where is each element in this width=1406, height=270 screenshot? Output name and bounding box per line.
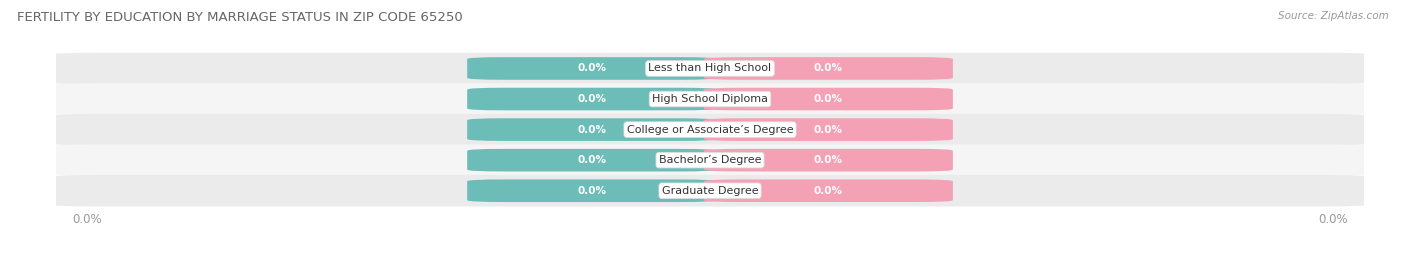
Text: 0.0%: 0.0%: [814, 124, 842, 135]
FancyBboxPatch shape: [46, 175, 1374, 207]
FancyBboxPatch shape: [46, 144, 1374, 176]
Legend: Married, Unmarried: Married, Unmarried: [627, 266, 793, 270]
Text: 0.0%: 0.0%: [578, 155, 606, 165]
Text: 0.0%: 0.0%: [578, 124, 606, 135]
FancyBboxPatch shape: [704, 149, 953, 171]
FancyBboxPatch shape: [704, 180, 953, 202]
FancyBboxPatch shape: [46, 83, 1374, 115]
FancyBboxPatch shape: [46, 53, 1374, 84]
Text: Source: ZipAtlas.com: Source: ZipAtlas.com: [1278, 11, 1389, 21]
Text: High School Diploma: High School Diploma: [652, 94, 768, 104]
Text: Less than High School: Less than High School: [648, 63, 772, 73]
Text: College or Associate’s Degree: College or Associate’s Degree: [627, 124, 793, 135]
Text: FERTILITY BY EDUCATION BY MARRIAGE STATUS IN ZIP CODE 65250: FERTILITY BY EDUCATION BY MARRIAGE STATU…: [17, 11, 463, 24]
FancyBboxPatch shape: [46, 114, 1374, 145]
FancyBboxPatch shape: [467, 180, 716, 202]
Text: 0.0%: 0.0%: [578, 94, 606, 104]
Text: 0.0%: 0.0%: [814, 94, 842, 104]
FancyBboxPatch shape: [467, 57, 716, 80]
Text: 0.0%: 0.0%: [814, 155, 842, 165]
FancyBboxPatch shape: [704, 57, 953, 80]
FancyBboxPatch shape: [704, 118, 953, 141]
Text: 0.0%: 0.0%: [814, 63, 842, 73]
Text: Bachelor’s Degree: Bachelor’s Degree: [659, 155, 761, 165]
FancyBboxPatch shape: [467, 149, 716, 171]
FancyBboxPatch shape: [467, 118, 716, 141]
Text: Graduate Degree: Graduate Degree: [662, 186, 758, 196]
FancyBboxPatch shape: [704, 88, 953, 110]
Text: 0.0%: 0.0%: [578, 63, 606, 73]
Text: 0.0%: 0.0%: [578, 186, 606, 196]
FancyBboxPatch shape: [467, 88, 716, 110]
Text: 0.0%: 0.0%: [814, 186, 842, 196]
